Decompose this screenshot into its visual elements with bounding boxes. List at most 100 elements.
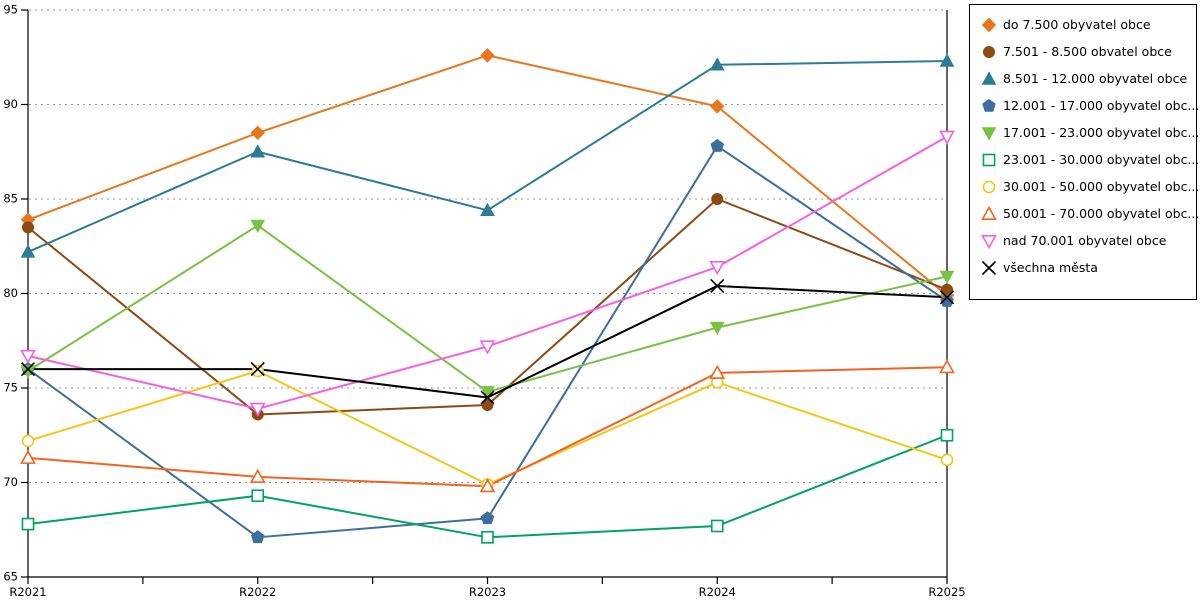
data-point [481,398,494,412]
series-line-0 [27,54,948,297]
data-point [479,340,496,355]
data-point [250,144,266,158]
legend-item-0[interactable]: do 7.500 obyvatel obce [978,11,1196,38]
legend-label: 50.001 - 70.000 obyvatel obc... [1003,206,1200,221]
x-axis-labels: R2021 R2022 R2023 R2024 R2025 [9,585,965,599]
data-point [480,386,495,400]
x-axis-ticks [27,577,948,584]
legend-item-2[interactable]: 8.501 - 12.000 obyvatel obce [978,65,1196,92]
legend-item-5[interactable]: 23.001 - 30.000 obyvatel obc... [978,146,1200,173]
data-point [940,428,954,442]
legend-marker-square-icon [978,149,1000,171]
legend-marker-circle-icon [978,41,1000,63]
y-axis-labels: 65 70 75 80 85 90 95 [3,3,18,584]
legend-label: 30.001 - 50.000 obyvatel obc... [1003,179,1200,194]
data-point [479,478,496,493]
series-line-4 [27,224,948,393]
y-tick-label: 95 [3,3,18,17]
data-point [940,293,954,307]
legend-label: 23.001 - 30.000 obyvatel obc... [1003,152,1200,167]
legend-marker-triangle-down-icon [978,230,1000,252]
data-point [21,221,35,234]
x-tick-label: R2021 [9,585,46,599]
y-axis-ticks [21,9,28,578]
y-tick-label: 75 [3,381,18,395]
data-point [21,434,35,448]
data-point [480,390,495,405]
data-point [709,364,726,379]
data-point [939,130,955,145]
data-point [711,192,724,206]
legend-item-6[interactable]: 30.001 - 50.000 obyvatel obc... [978,173,1200,200]
chart-legend: do 7.500 obyvatel obce 7.501 - 8.500 obva… [969,4,1200,300]
y-tick-label: 70 [3,475,18,489]
legend-marker-circle-icon [978,176,1000,198]
data-point [709,321,725,336]
legend-label: 8.501 - 12.000 obyvatel obce [1003,71,1188,86]
data-point [480,511,495,525]
data-point [20,362,36,377]
series-markers [20,48,955,544]
chart-svg: 65 70 75 80 85 90 95 R2021 R2022 R2023 R2024 R2025 [3,3,965,599]
data-point [939,270,955,285]
data-point [20,244,36,258]
data-point [939,359,955,374]
x-tick-label: R2023 [469,585,506,599]
data-point [21,517,35,531]
y-tick-label: 90 [3,97,18,111]
y-tick-label: 85 [3,192,18,206]
legend-marker-diamond-icon [978,14,1000,36]
data-point [249,402,266,417]
legend-marker-triangle-up-icon [978,68,1000,90]
legend-label: nad 70.001 obyvatel obce [1003,233,1167,248]
line-chart-plot: 65 70 75 80 85 90 95 R2021 R2022 R2023 R2024 R2025 [3,3,965,599]
legend-marker-x-icon [978,257,1000,279]
legend-label: 12.001 - 17.000 obyvatel obc... [1003,98,1200,113]
data-point [480,202,495,217]
legend-item-8[interactable]: nad 70.001 obyvatel obce [978,227,1196,254]
data-point [251,489,265,503]
series-line-8 [27,135,948,410]
y-tick-label: 80 [3,286,18,300]
data-point [709,57,725,71]
data-point [20,449,36,464]
data-point [939,53,955,67]
data-point [250,530,265,544]
data-point [481,530,494,544]
legend-marker-pentagon-icon [978,95,1000,117]
data-point [250,362,265,377]
legend-label: všechna města [1003,260,1098,275]
data-point [250,125,265,141]
data-point [480,48,495,63]
series-line-7 [27,366,948,488]
legend-marker-triangle-down-icon [978,122,1000,144]
data-point [20,349,36,365]
data-point [250,219,266,233]
series-line-2 [27,60,948,253]
y-tick-label: 65 [3,570,18,584]
data-point [939,290,955,305]
legend-label: 7.501 - 8.500 obvatel obce [1003,44,1172,59]
data-point [249,468,266,483]
legend-item-4[interactable]: 17.001 - 23.000 obyvatel obc... [978,119,1200,146]
data-point [709,261,726,276]
legend-item-7[interactable]: 50.001 - 70.000 obyvatel obc... [978,200,1200,227]
data-point [251,364,265,378]
x-tick-label: R2022 [239,585,276,599]
legend-item-9[interactable]: všechna města [978,254,1196,281]
data-point [710,99,725,114]
legend-item-3[interactable]: 12.001 - 17.000 obyvatel obc... [978,92,1200,119]
legend-item-1[interactable]: 7.501 - 8.500 obvatel obce [978,38,1196,65]
legend-label: do 7.500 obyvatel obce [1003,17,1151,32]
data-point [710,278,725,294]
data-point [710,138,725,152]
legend-label: 17.001 - 23.000 obyvatel obc... [1003,125,1200,140]
data-point [710,519,724,533]
legend-marker-triangle-up-icon [978,203,1000,225]
data-point [940,453,954,467]
series-lines [27,54,948,539]
gridlines [29,9,947,483]
x-tick-label: R2025 [928,585,965,599]
x-tick-label: R2024 [699,585,736,599]
